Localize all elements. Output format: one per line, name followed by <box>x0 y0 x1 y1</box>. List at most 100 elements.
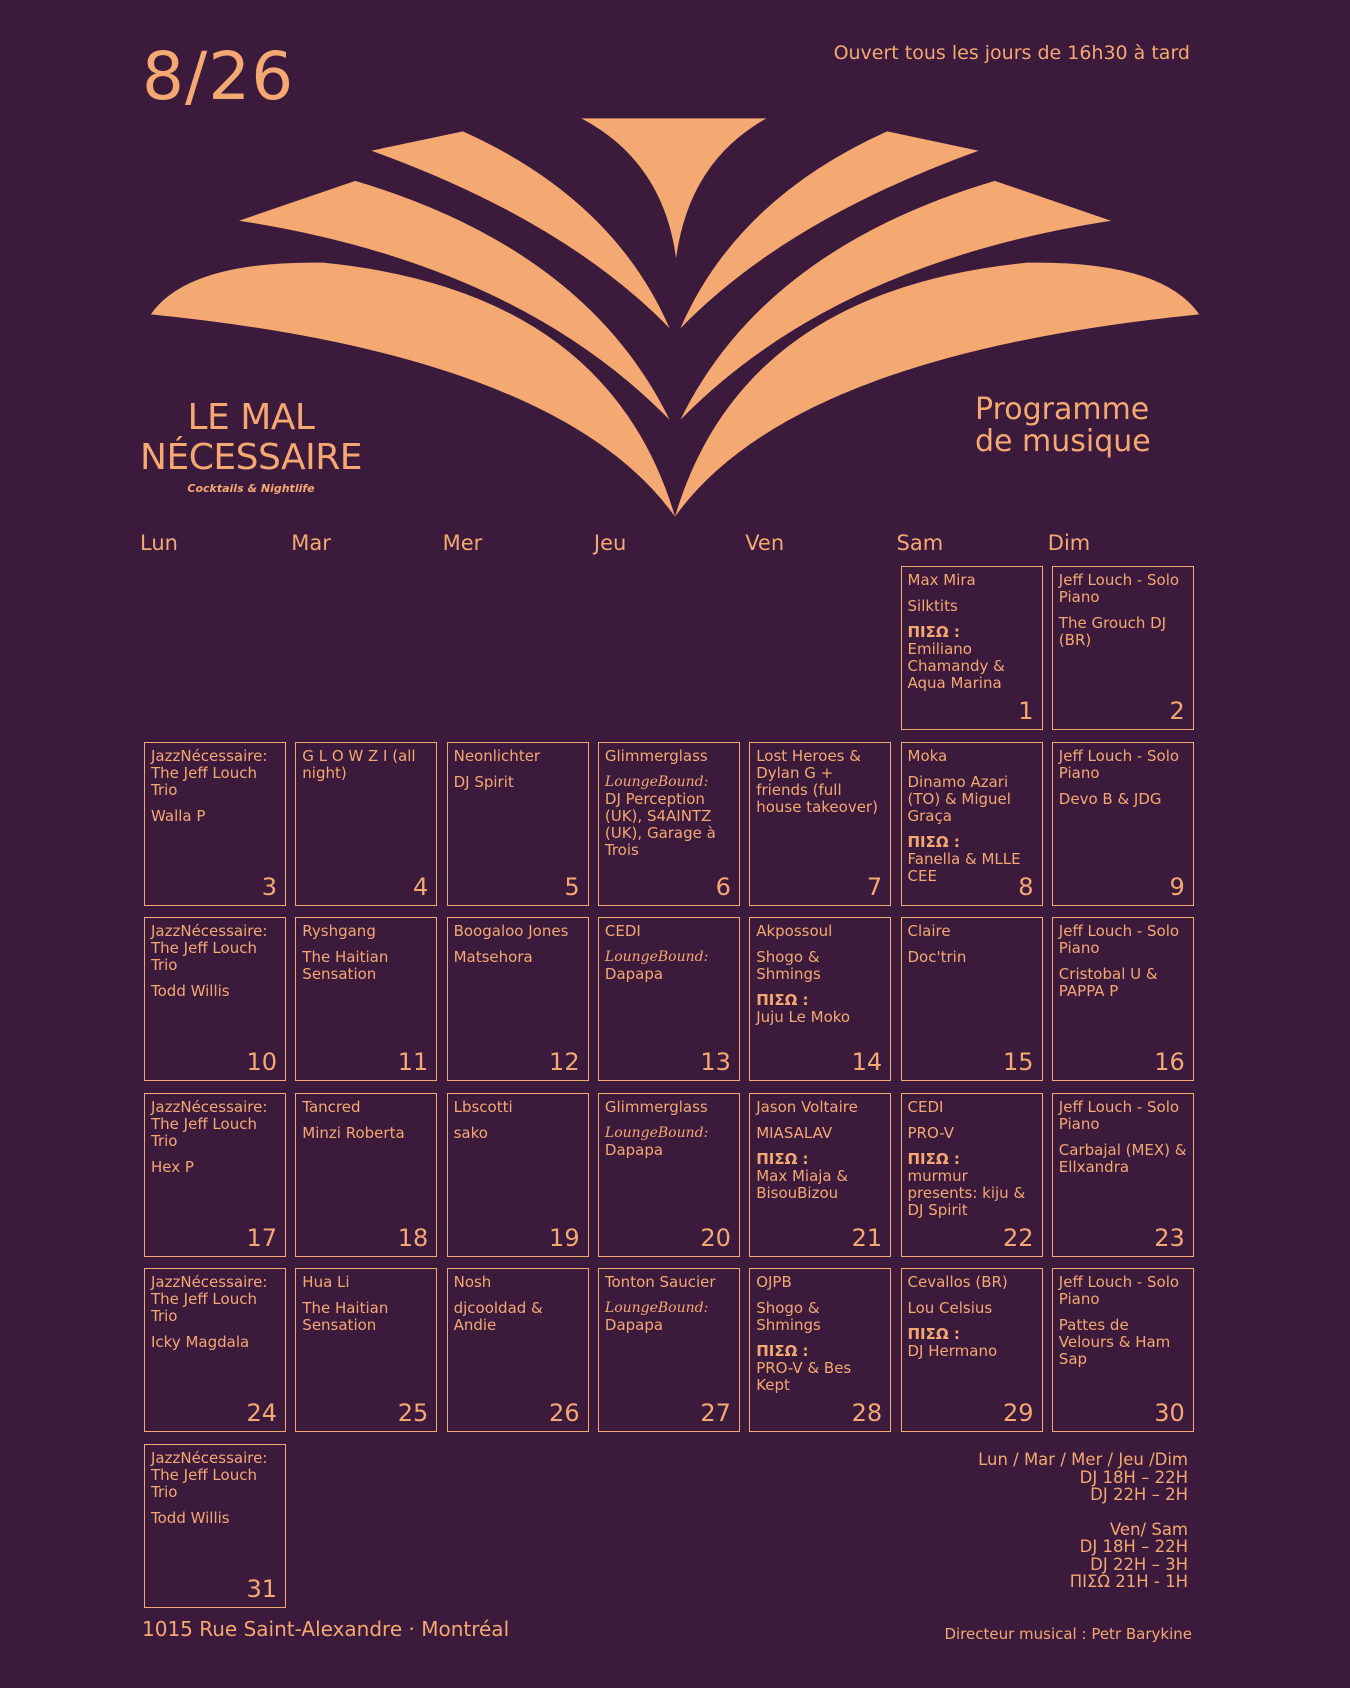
day-cell: Ryshgang The Haitian Sensation 11 <box>295 917 438 1081</box>
performer: JazzNécessaire: The Jeff Louch Trio <box>151 922 268 974</box>
event-tag: ΠΙΣΩ : <box>907 623 960 641</box>
performer: Moka <box>907 746 948 765</box>
day-number: 25 <box>394 1401 429 1425</box>
day-cell: Jeff Louch - Solo Piano Pattes de Velours… <box>1051 1268 1194 1432</box>
day-cell: Nosh djcooldad & Andie 26 <box>446 1268 589 1432</box>
brand: LE MAL NÉCESSAIRE Cocktails & Nightlife <box>126 397 376 496</box>
day-number: 16 <box>1151 1050 1185 1074</box>
day-cell: Glimmerglass LoungeBound: Dapapa 20 <box>597 1092 740 1257</box>
performer: Jeff Louch - Solo Piano <box>1058 1273 1180 1308</box>
performer: CEDI <box>604 922 641 940</box>
performer: MIASALAV <box>756 1123 833 1142</box>
performer: Ryshgang <box>302 922 376 940</box>
program-title: Programme de musique <box>975 394 1151 458</box>
event-tag: LoungeBound: <box>604 1300 709 1316</box>
day-cell: Tonton Saucier LoungeBound: Dapapa 27 <box>597 1268 740 1432</box>
performer: Boogaloo Jones <box>453 922 569 940</box>
performer: Hex P <box>151 1157 194 1176</box>
performer: Fanella & MLLE CEE <box>907 849 1021 885</box>
weekday: Jeu <box>593 531 627 555</box>
day-number: 3 <box>258 874 277 899</box>
day-cell: JazzNécessaire: The Jeff Louch Trio Hex P… <box>144 1092 286 1257</box>
performer: DJ Perception (UK), S4AINTZ (UK), Garage… <box>604 789 716 859</box>
weekday: Sam <box>896 531 944 555</box>
event-tag: LoungeBound: <box>604 1124 709 1141</box>
day-number: 27 <box>697 1401 731 1425</box>
schedule-slot: ΠΙΣΩ 21H - 1H <box>1069 1572 1188 1591</box>
brand-name: LE MAL <box>187 397 316 438</box>
performer: sako <box>453 1123 488 1142</box>
address: 1015 Rue Saint-Alexandre · Montréal <box>142 1617 510 1641</box>
day-number: 2 <box>1166 699 1185 723</box>
day-number: 29 <box>999 1401 1034 1425</box>
event-tag: ΠΙΣΩ : <box>756 1342 809 1360</box>
performer-group: ΠΙΣΩ : Emiliano Chamandy & Aqua Marina <box>908 624 1036 692</box>
performer: JazzNécessaire: The Jeff Louch Trio <box>151 1273 268 1325</box>
performer: Shogo & Shmings <box>756 948 821 983</box>
performer: Jeff Louch - Solo Piano <box>1058 746 1180 782</box>
day-cell: Max Mira Silktits ΠΙΣΩ : Emiliano Chamandy … <box>900 566 1043 730</box>
day-cell: Claire Doc'trin 15 <box>900 917 1043 1081</box>
day-cell: Jeff Louch - Solo Piano The Grouch DJ (BR… <box>1051 566 1194 730</box>
event-tag: ΠΙΣΩ : <box>907 832 960 851</box>
performer: Shogo & Shmings <box>756 1299 821 1334</box>
day-number: 8 <box>1015 874 1034 899</box>
day-number: 12 <box>546 1050 580 1074</box>
program-title-line: Programme <box>975 392 1150 427</box>
schedule-days: Lun / Mar / Mer / Jeu /Dim <box>978 1450 1188 1469</box>
performer: Tancred <box>302 1097 361 1116</box>
performer: JazzNécessaire: The Jeff Louch Trio <box>151 746 268 799</box>
director: Directeur musical : Petr Barykine <box>944 1625 1192 1643</box>
day-number: 9 <box>1166 874 1185 899</box>
day-number: 30 <box>1151 1401 1185 1425</box>
day-cell: Jeff Louch - Solo Piano Devo B & JDG 9 <box>1051 741 1194 906</box>
day-number: 11 <box>394 1050 429 1074</box>
brand-tagline: Cocktails & Nightlife <box>187 482 315 495</box>
performer: Matsehora <box>453 948 533 966</box>
performer: Lou Celsius <box>907 1299 993 1317</box>
performer: Devo B & JDG <box>1058 789 1162 808</box>
event-tag: LoungeBound: <box>604 773 709 790</box>
performer: Nosh <box>453 1273 492 1291</box>
day-cell: CEDI LoungeBound: Dapapa 13 <box>597 917 740 1081</box>
program-title-line: de musique <box>975 424 1151 459</box>
performer-group: ΠΙΣΩ : murmur presents: kiju & DJ Spirit <box>908 1150 1036 1219</box>
performer-group: LoungeBound: Dapapa <box>605 949 733 983</box>
day-number: 5 <box>561 874 580 899</box>
weekday: Ven <box>745 531 785 555</box>
performer-group: ΠΙΣΩ : Fanella & MLLE CEE <box>907 832 1036 885</box>
day-number: 24 <box>243 1401 277 1425</box>
schedule-slot: DJ 18H – 22H <box>1079 1467 1188 1487</box>
day-cell: JazzNécessaire: The Jeff Louch Trio Walla… <box>144 741 286 906</box>
performer: JazzNécessaire: The Jeff Louch Trio <box>151 1448 268 1501</box>
day-number: 22 <box>999 1225 1034 1250</box>
day-cell: Lost Heroes & Dylan G + friends (full ho… <box>749 741 892 906</box>
day-number: 6 <box>712 874 731 899</box>
day-number: 7 <box>863 874 883 899</box>
schedule-days: Ven/ Sam <box>1109 1519 1188 1539</box>
day-number: 28 <box>848 1401 883 1425</box>
brand-name: NÉCESSAIRE <box>140 437 362 478</box>
weekday: Mar <box>291 531 331 555</box>
performer: G L O W Z I (all night) <box>302 746 416 782</box>
day-cell: Glimmerglass LoungeBound: DJ Perception (U… <box>597 741 740 906</box>
day-cell: Lbscotti sako 19 <box>446 1092 589 1257</box>
performer-group: LoungeBound: Dapapa <box>605 1300 733 1334</box>
performer-group: ΠΙΣΩ : Juju Le Moko <box>756 992 884 1026</box>
performer-group: ΠΙΣΩ : DJ Hermano <box>908 1326 1036 1360</box>
performer-group: LoungeBound: DJ Perception (UK), S4AINTZ … <box>605 774 733 859</box>
performer: CEDI <box>907 1097 944 1116</box>
schedule-slot: DJ 22H – 2H <box>1090 1485 1188 1504</box>
schedule-slot: DJ 22H – 3H <box>1090 1554 1188 1574</box>
performer: Lbscotti <box>453 1097 513 1116</box>
performer: Jeff Louch - Solo Piano <box>1058 1097 1180 1133</box>
day-number: 31 <box>243 1576 277 1601</box>
schedule-block: Lun / Mar / Mer / Jeu /Dim DJ 18H – 22H DJ… <box>978 1451 1188 1504</box>
day-cell: Tancred Minzi Roberta 18 <box>295 1092 438 1257</box>
day-cell: OJPB Shogo & Shmings ΠΙΣΩ : PRO-V & Bes Kep… <box>749 1268 892 1432</box>
day-number: 13 <box>697 1050 731 1074</box>
opening-hours: Ouvert tous les jours de 16h30 à tard <box>833 42 1190 64</box>
day-number: 20 <box>697 1225 731 1250</box>
